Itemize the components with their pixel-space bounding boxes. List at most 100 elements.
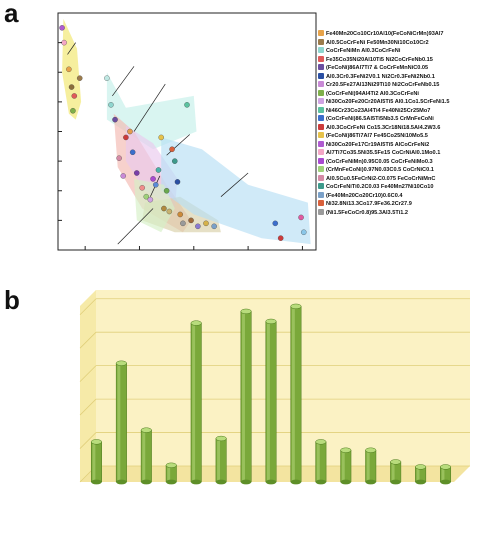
data-point bbox=[120, 173, 126, 179]
legend-marker-icon bbox=[318, 183, 324, 189]
data-point bbox=[203, 220, 209, 227]
legend-label: Al0.3Cr0.3FeNi2V0.1 Ni2Cr0.3FeNi2Nb0.1 bbox=[326, 73, 435, 80]
legend-marker-icon bbox=[318, 89, 324, 96]
legend-label: Al0.3CoCrFeNi Co15.3Cr18Ni18.5Al4.2W3.6 bbox=[326, 124, 441, 131]
data-point bbox=[180, 220, 186, 227]
region-arrow-3 bbox=[166, 134, 190, 156]
data-point bbox=[161, 205, 167, 212]
bar-highlight bbox=[316, 443, 320, 481]
back-wall bbox=[96, 290, 470, 466]
legend-entry: Al0.5Cu0.5FeCrNi2-C0.075 FeCoCrNiMnC bbox=[318, 174, 476, 184]
data-point bbox=[174, 179, 181, 185]
legend-marker-icon bbox=[318, 30, 324, 36]
legend-label: Fe40Mn20Co10Cr10Al10(FeCoNiCrMn)93Al7 bbox=[326, 31, 444, 37]
bar-base bbox=[141, 479, 152, 485]
legend-marker-icon bbox=[318, 47, 324, 53]
data-point bbox=[188, 217, 194, 224]
legend-marker-icon bbox=[318, 174, 324, 181]
bar-base bbox=[440, 479, 451, 485]
legend-marker-icon bbox=[318, 55, 324, 62]
legend-entry: Ni46Cr23Co23Al4Ti4 Fe40Ni25Cr25Mo7 bbox=[318, 106, 476, 116]
bar-highlight bbox=[341, 452, 345, 481]
legend-marker-icon bbox=[318, 191, 324, 198]
bar-highlight bbox=[142, 432, 146, 481]
data-point bbox=[150, 176, 156, 182]
data-point bbox=[163, 187, 170, 194]
legend-entry: (CoCrFeNi)86.5Al5Ti5Nb3.5 CrMnFeCoNi bbox=[318, 115, 476, 124]
legend-label: (CoCrFeNiMn)0.95C0.05 CoCrFeNiMo0.3 bbox=[326, 158, 433, 165]
panel-b-label: b bbox=[4, 285, 20, 315]
legend-marker-icon bbox=[318, 208, 324, 215]
bar-highlight bbox=[366, 452, 370, 481]
data-point bbox=[66, 66, 72, 73]
legend-marker-icon bbox=[318, 106, 324, 113]
legend-label: Ni30Co20Fe17Cr19Al5Ti5 AlCoCrFeNi2 bbox=[326, 141, 430, 148]
gridline-side bbox=[79, 331, 97, 349]
legend-entry: (Fe40Mn20Co20Cr10)0.6C0.4 bbox=[318, 191, 476, 201]
data-point bbox=[169, 146, 175, 153]
legend-label: CoCrFeNiMn Al0.3CoCrFeNi bbox=[326, 48, 401, 54]
bar-base bbox=[166, 479, 177, 485]
legend-marker-icon bbox=[318, 64, 324, 70]
legend-entry: CoCrFeNiTi0.2C0.03 Fe40Mn27Ni10Co10 bbox=[318, 183, 476, 192]
bar-cap bbox=[315, 439, 327, 445]
legend-label: Fe35Co35Ni20Al10Ti5 Ni2CoCrFeNb0.15 bbox=[326, 56, 433, 63]
bar-base bbox=[91, 479, 102, 485]
bar-highlight bbox=[291, 308, 295, 481]
bar-highlight bbox=[92, 443, 96, 481]
legend-entry: CoCrFeNiMn Al0.3CoCrFeNi bbox=[318, 47, 476, 56]
legend-marker-icon bbox=[318, 115, 324, 121]
bar-cap bbox=[265, 318, 277, 325]
legend-label: (CoCrFeNi)94Al4Ti2 Al0.3CoCrFeNi bbox=[326, 90, 419, 97]
legend-label: Cr20.5Fe27Al13Ni29Ti10 Ni2CoCrFeNb0.15 bbox=[326, 82, 440, 88]
bar-cap bbox=[365, 447, 377, 453]
data-point bbox=[123, 134, 129, 141]
gridline-side bbox=[79, 398, 97, 416]
data-point bbox=[116, 155, 122, 161]
legend-marker-icon bbox=[318, 123, 324, 130]
legend-entry: (CrMnFeCoNi)0.97N0.03C0.5 CoCrNiC0.1 bbox=[318, 166, 476, 175]
bar-base bbox=[365, 479, 376, 485]
legend-entry: Fe35Co35Ni20Al10Ti5 Ni2CoCrFeNb0.15 bbox=[318, 55, 476, 65]
bar-cap bbox=[190, 320, 202, 326]
gridline-side bbox=[79, 298, 97, 316]
bar-cap bbox=[390, 459, 402, 465]
legend-marker-icon bbox=[318, 81, 324, 87]
bar-highlight bbox=[167, 467, 171, 481]
legend-entry: (CoCrFeNiMn)0.95C0.05 CoCrFeNiMo0.3 bbox=[318, 157, 476, 167]
bar-cap bbox=[340, 447, 352, 453]
data-point bbox=[76, 75, 83, 81]
data-point bbox=[129, 149, 136, 155]
data-point bbox=[301, 229, 307, 235]
data-point bbox=[166, 208, 173, 215]
legend-marker-icon bbox=[318, 72, 324, 79]
data-point bbox=[153, 182, 159, 188]
legend-label: Al7Ti7Co35.5Ni35.5Fe15 CoCrNiAl0.1Mo0.1 bbox=[326, 150, 441, 156]
legend-marker-icon bbox=[318, 200, 324, 206]
data-point bbox=[172, 158, 178, 164]
legend-marker-icon bbox=[318, 149, 324, 155]
bar-highlight bbox=[441, 468, 445, 481]
data-point bbox=[61, 39, 67, 46]
legend-entry: Ni30Co20Fe17Cr19Al5Ti5 AlCoCrFeNi2 bbox=[318, 140, 476, 150]
data-point bbox=[155, 167, 162, 173]
bar-base bbox=[215, 479, 227, 485]
data-point bbox=[127, 128, 133, 135]
legend-entry: (CoCrFeNi)94Al4Ti2 Al0.3CoCrFeNi bbox=[318, 89, 476, 99]
bar-cap bbox=[90, 439, 102, 445]
legend-label: (FeCoNi)86Al7Ti7 & CoCrFeMnNiC0.05 bbox=[326, 65, 429, 71]
data-point bbox=[112, 116, 118, 123]
data-point bbox=[70, 108, 76, 114]
legend-entry: (FeCoNi)86Ti7Al7 Fe45Co25Ni10Mo5.5 bbox=[318, 132, 476, 141]
gridline-side bbox=[79, 432, 97, 449]
bar-highlight bbox=[391, 463, 395, 481]
legend-label: (FeCoNi)86Ti7Al7 Fe45Co25Ni10Mo5.5 bbox=[326, 133, 428, 139]
legend-label: (CoCrFeNi)86.5Al5Ti5Nb3.5 CrMnFeCoNi bbox=[326, 116, 434, 122]
region-arrow-0 bbox=[67, 42, 76, 55]
bar-cap bbox=[440, 464, 452, 470]
legend-marker-icon bbox=[318, 157, 324, 164]
bar-highlight bbox=[242, 313, 245, 481]
bar-base bbox=[390, 479, 401, 485]
panel-a-label: a bbox=[4, 0, 19, 28]
data-point bbox=[68, 84, 75, 90]
